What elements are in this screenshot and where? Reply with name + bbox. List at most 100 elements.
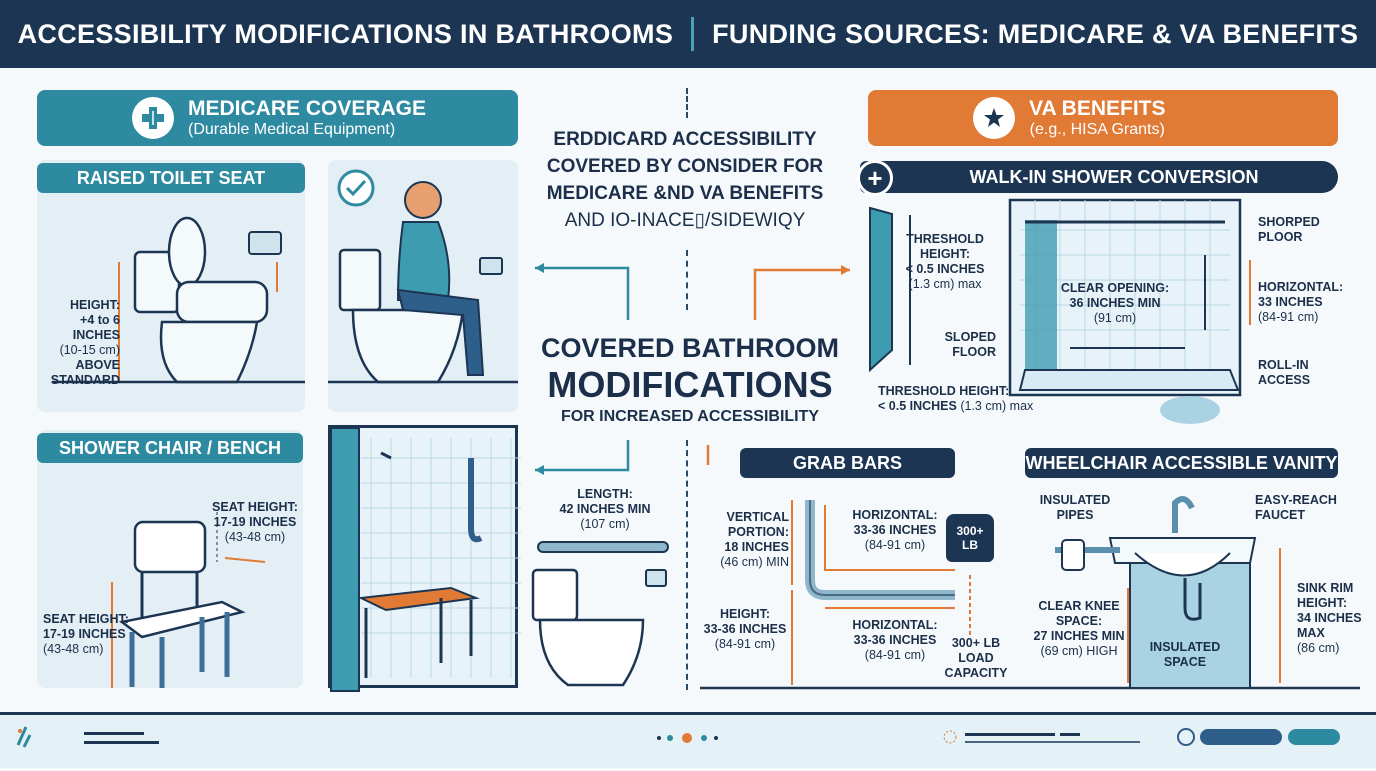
seated-person-illustration	[328, 169, 518, 384]
toilet-bar-length-note: LENGTH: 42 INCHES MIN (107 cm)	[540, 487, 670, 532]
label-text: THRESHOLD	[906, 232, 984, 246]
seat-height-note-bottom: SEAT HEIGHT: 17-19 INCHES (43-48 cm)	[43, 612, 133, 657]
raised-toilet-height-note: HEIGHT: +4 to 6 INCHES (10-15 cm) ABOVE STAN…	[37, 298, 120, 388]
label-text: (43-48 cm)	[43, 642, 104, 656]
label-text: (43-48 cm)	[224, 530, 286, 544]
label-text: 18 INCHES	[724, 540, 789, 554]
insulated-space-note: INSULATED SPACE	[1140, 640, 1230, 670]
header-left-title: ACCESSIBILITY MODIFICATIONS IN BATHROOMS	[17, 18, 674, 49]
label-text: SEAT HEIGHT:	[43, 612, 129, 626]
label-text: 300+ LB	[951, 636, 1001, 650]
label-text: SLOPED	[944, 330, 996, 344]
label-text: PIPES	[1056, 508, 1094, 522]
divider-line	[686, 250, 688, 310]
sink-rim-height-note: SINK RIM HEIGHT: 34 INCHES MAX (86 cm)	[1297, 581, 1367, 656]
label-text: ROLL-IN	[1258, 358, 1309, 372]
center-title-line1: COVERED BATHROOM	[540, 333, 839, 363]
label-text: CLEAR OPENING:	[1060, 281, 1170, 295]
grab-bars-label: GRAB BARS	[740, 448, 955, 478]
label-text: (91 cm)	[1093, 311, 1137, 325]
threshold-bottom-note: THRESHOLD HEIGHT: < 0.5 INCHES (1.3 cm) m…	[878, 384, 1058, 414]
label-text: (84-91 cm)	[864, 538, 926, 552]
label-text: (10-15 cm)	[59, 343, 120, 357]
label-text: (1.3 cm) max	[960, 399, 1034, 413]
label-text: THRESHOLD HEIGHT:	[878, 384, 1010, 398]
label-text: HEIGHT:	[720, 607, 770, 621]
label-text: ERDDICARD ACCESSIBILITY	[553, 129, 817, 150]
seat-height-note-top: SEAT HEIGHT: 17-19 INCHES (43-48 cm)	[207, 500, 303, 545]
easy-reach-faucet-note: EASY-REACH FAUCET	[1255, 493, 1345, 523]
label-text: (86 cm)	[1297, 641, 1340, 655]
clear-knee-space-note: CLEAR KNEE SPACE: 27 INCHES MIN (69 cm) HIG…	[1030, 599, 1128, 659]
footer-bar	[0, 712, 1376, 768]
sun-icon	[943, 730, 957, 744]
center-intro-text: ERDDICARD ACCESSIBILITY COVERED BY CONSID…	[535, 126, 835, 234]
label-text: SPACE:	[1055, 614, 1103, 628]
label-text: HEIGHT:	[1297, 596, 1347, 610]
raised-toilet-illustration	[52, 216, 305, 384]
grab-bar-height-note: HEIGHT: 33-36 INCHES (84-91 cm)	[700, 607, 790, 652]
medicare-subtitle: (Durable Medical Equipment)	[188, 121, 396, 138]
vanity-illustration	[1055, 496, 1281, 689]
label-text: HORIZONTAL:	[852, 618, 938, 632]
divider-line	[686, 88, 688, 118]
insulated-pipes-note: INSULATED PIPES	[1035, 493, 1115, 523]
label-text: VERTICAL	[726, 510, 790, 524]
label-text: 42 INCHES MIN	[559, 502, 651, 516]
label-text: MEDICARE &ND VA BENEFITS	[546, 183, 824, 204]
label-text: PLOOR	[1258, 230, 1303, 244]
label-text: HORIZONTAL:	[852, 508, 938, 522]
header-right-title: FUNDING SOURCES: MEDICARE & VA BENEFITS	[712, 18, 1359, 49]
label-text: 27 INCHES MIN	[1033, 629, 1125, 643]
label-text: COVERED BY CONSIDER FOR	[546, 156, 824, 177]
label-text: < 0.5 INCHES	[905, 262, 985, 276]
label-text: ACCESS	[1258, 373, 1311, 387]
label-text: SPACE	[1163, 655, 1207, 669]
label-text: 17-19 INCHES	[43, 627, 126, 641]
label-text: HEIGHT:	[70, 298, 120, 312]
plus-icon[interactable]: +	[857, 160, 893, 196]
walk-in-shower-label: WALK-IN SHOWER CONVERSION	[860, 161, 1338, 193]
label-text: HORIZONTAL:	[1258, 280, 1344, 294]
va-subtitle: (e.g., HISA Grants)	[1029, 121, 1165, 138]
shower-chair-illustration	[111, 512, 266, 688]
label-text: 33-36 INCHES	[703, 622, 787, 636]
star-hands-icon	[973, 97, 1015, 139]
label-text: (84-91 cm)	[864, 648, 926, 662]
va-title: VA BENEFITS	[1029, 97, 1166, 120]
label-text: (84-91 cm)	[1258, 310, 1319, 324]
label-text: SINK RIM	[1297, 581, 1354, 595]
header-bar: ACCESSIBILITY MODIFICATIONS IN BATHROOMS…	[0, 0, 1376, 68]
center-title-block: COVERED BATHROOM MODIFICATIONS FOR INCRE…	[525, 333, 855, 426]
raised-toilet-seat-panel: RAISED TOILET SEAT HEIGHT: +4 to 6 INCHES…	[37, 160, 305, 412]
label-text: ABOVE	[75, 358, 120, 372]
toilet-grab-bar-illustration	[531, 541, 669, 687]
label-text: 36 INCHES MIN	[1069, 296, 1161, 310]
divider-line	[686, 440, 688, 690]
shower-chair-label: SHOWER CHAIR / BENCH	[37, 433, 303, 463]
footer-line	[84, 741, 159, 744]
shower-chair-panel: SHOWER CHAIR / BENCH SEAT HEIGHT: 17-19 I…	[37, 430, 303, 688]
globe-icon	[1177, 728, 1195, 746]
label-text: 33 INCHES	[1258, 295, 1323, 309]
pagination-dots	[657, 733, 718, 743]
label-text: HEIGHT:	[920, 247, 970, 261]
label-text: (107 cm)	[580, 517, 630, 531]
label-text: STANDARD	[50, 373, 120, 387]
label-text: LOAD	[958, 651, 994, 665]
raised-toilet-seat-label: RAISED TOILET SEAT	[37, 163, 305, 193]
medicare-coverage-header: MEDICARE COVERAGE (Durable Medical Equipm…	[37, 90, 518, 146]
label-text: AND IO-INACE▯/SIDEWIQY	[564, 210, 806, 231]
footer-button	[1288, 729, 1340, 745]
horizontal-bottom-note: HORIZONTAL: 33-36 INCHES (84-91 cm)	[840, 618, 950, 663]
label-text: 33-36 INCHES	[853, 523, 937, 537]
footer-button	[1200, 729, 1282, 745]
roll-in-access-note: ROLL-IN ACCESS	[1258, 358, 1338, 388]
load-capacity-note: 300+ LB LOAD CAPACITY	[938, 636, 1014, 681]
label-text: INSULATED	[1039, 493, 1111, 507]
medicare-title: MEDICARE COVERAGE	[188, 97, 427, 120]
label-text: INSULATED	[1149, 640, 1221, 654]
label-text: 17-19 INCHES	[213, 515, 297, 529]
label-text: 300+ LB	[956, 524, 984, 552]
label-text: PORTION:	[727, 525, 789, 539]
